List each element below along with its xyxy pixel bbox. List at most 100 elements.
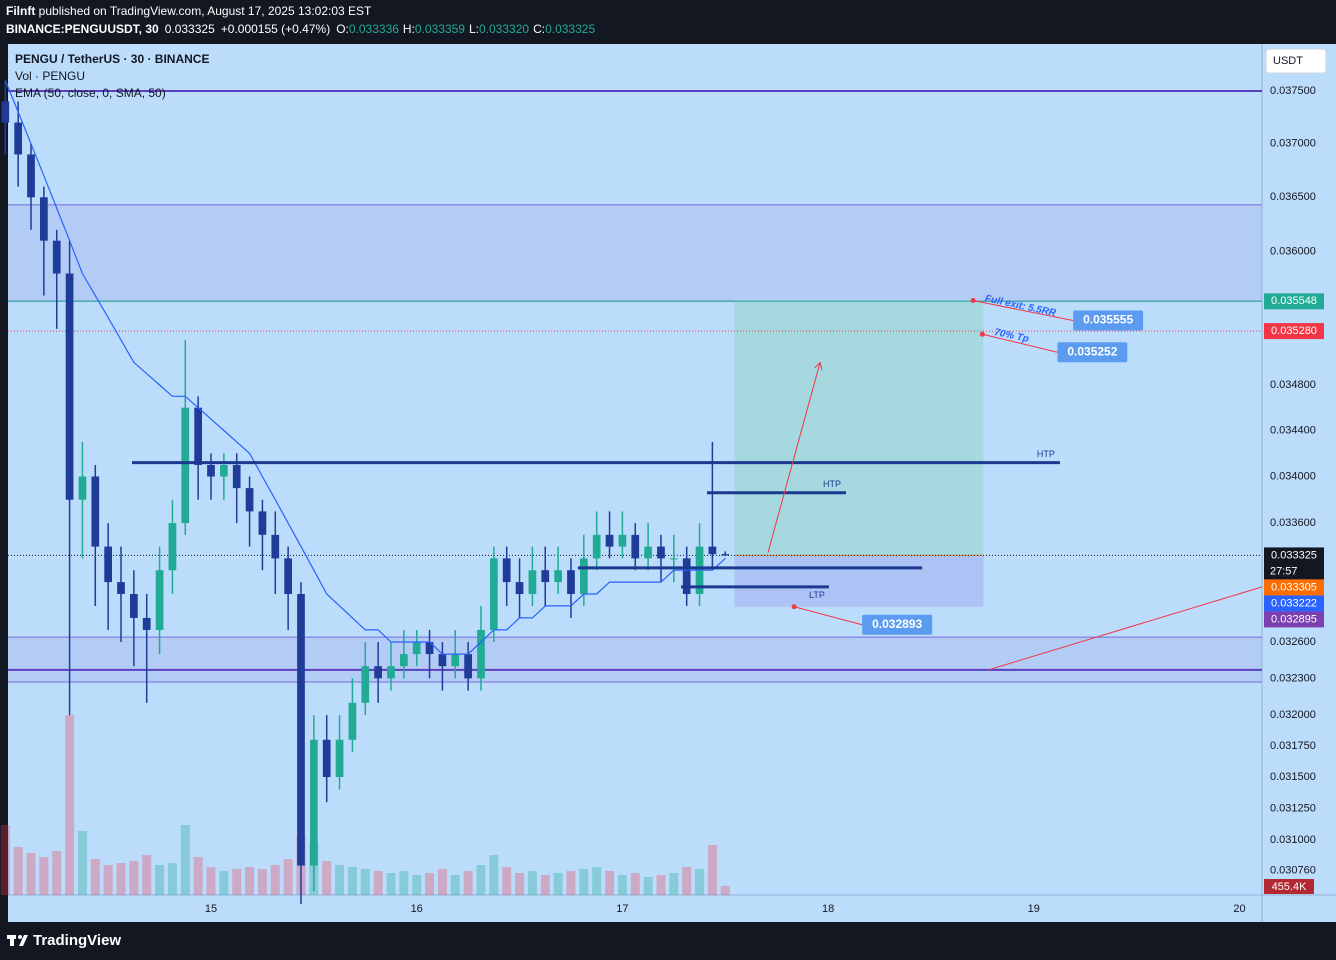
price-badge	[1264, 579, 1324, 596]
callout-value: 0.035555	[1083, 313, 1133, 327]
x-tick-label: 20	[1233, 903, 1245, 915]
symbol: BINANCE:PENGUUSDT, 30	[6, 22, 159, 36]
candle-body	[284, 558, 292, 594]
callout-line	[973, 300, 1074, 322]
candle-body	[181, 407, 190, 524]
price-badge	[1264, 323, 1324, 340]
volume-bar	[347, 867, 357, 895]
y-tick-label: 0.032300	[1270, 672, 1316, 684]
candle-body	[309, 739, 318, 866]
chart-title: PENGU / TetherUS · 30 · BINANCE	[15, 52, 209, 66]
last: 0.033325	[165, 22, 215, 36]
y-tick-label: 0.036500	[1270, 191, 1316, 203]
currency[interactable]: USDT	[1273, 55, 1303, 67]
h-label: H:	[403, 22, 415, 36]
c-label: C:	[533, 22, 545, 36]
o-label: O:	[336, 22, 349, 36]
candle-body	[425, 641, 434, 655]
candle-body	[657, 546, 665, 559]
candle-body	[438, 654, 447, 667]
volume-bar	[335, 865, 345, 895]
candle-body	[40, 197, 48, 241]
volume-bar	[13, 847, 23, 895]
volume-bar	[167, 863, 177, 895]
candle-body	[489, 558, 498, 630]
volume-bar	[180, 825, 190, 895]
candle-body	[104, 546, 113, 583]
y-tick-label: 0.031500	[1270, 771, 1316, 783]
volume-bar	[116, 863, 126, 895]
published: published on TradingView.com, August 17,…	[39, 4, 372, 18]
level-label: HTP	[1037, 449, 1055, 459]
candle-body	[27, 154, 35, 198]
price-badge-label: 0.035548	[1271, 295, 1317, 307]
volume-bar	[206, 867, 216, 895]
volume-bar	[720, 885, 730, 895]
y-tick-label: 0.036000	[1270, 245, 1316, 257]
candle-body	[322, 739, 331, 778]
price-badge-label: 0.033325	[1271, 549, 1317, 561]
y-tick-label: 0.031750	[1270, 740, 1316, 752]
candle-body	[631, 534, 640, 559]
candle-body	[579, 558, 588, 594]
callout-line	[794, 606, 863, 626]
volume-bar	[90, 859, 100, 895]
arrow	[988, 586, 1263, 671]
volume-bar	[579, 869, 589, 895]
candle-body	[258, 511, 267, 535]
volume-bar	[193, 857, 203, 895]
volume-bar	[527, 871, 537, 895]
callout-box	[1073, 310, 1144, 331]
volume-bar	[553, 873, 563, 895]
candle-body	[451, 654, 460, 667]
callout-dot	[979, 331, 985, 337]
currency-button[interactable]	[1265, 48, 1327, 74]
y-tick-label: 0.034000	[1270, 470, 1316, 482]
callout-value: 0.032893	[872, 617, 922, 631]
x-tick-label: 18	[822, 903, 834, 915]
volume-bar	[39, 857, 49, 895]
l: 0.033320	[479, 22, 529, 36]
volume-bar	[682, 867, 692, 895]
volume-bar	[232, 869, 242, 895]
indicator-label: Vol · PENGU	[15, 69, 85, 83]
position-stop	[734, 555, 984, 607]
candle-body	[1, 101, 10, 123]
volume-bar	[450, 875, 460, 895]
price-badge	[1264, 611, 1324, 628]
brand: TradingView	[33, 932, 121, 949]
candle-body	[618, 534, 627, 547]
arrow-head	[814, 361, 823, 371]
candle-body	[541, 570, 550, 583]
volume-bar	[617, 875, 627, 895]
volume-bar	[489, 855, 499, 895]
y-tick-label: 0.030760	[1270, 865, 1316, 877]
volume-bar	[103, 865, 113, 895]
volume-bar	[386, 873, 396, 895]
volume-bar	[360, 869, 370, 895]
price-badge	[1264, 293, 1324, 310]
volume-bar	[26, 853, 36, 895]
candle-body	[399, 654, 408, 667]
volume-bar	[155, 865, 165, 895]
candle-body	[91, 476, 100, 547]
candle-body	[682, 558, 691, 594]
candle-body	[52, 240, 61, 274]
candle-body	[528, 570, 537, 594]
volume-bar	[0, 825, 10, 895]
price-badge-label: 0.032895	[1271, 613, 1317, 625]
volume-bar	[245, 867, 255, 895]
candle-body	[271, 534, 280, 559]
price-badge-label: 0.033222	[1271, 597, 1317, 609]
brand-logo	[7, 935, 28, 946]
candle-body	[592, 534, 601, 559]
candle-body	[669, 558, 678, 560]
volume-bar	[476, 865, 486, 895]
candle-body	[567, 570, 575, 594]
candle-body	[477, 629, 485, 679]
x-tick-label: 17	[616, 903, 628, 915]
volume-bar	[322, 861, 332, 895]
volume-bar	[129, 861, 139, 895]
volume-bar	[515, 873, 525, 895]
